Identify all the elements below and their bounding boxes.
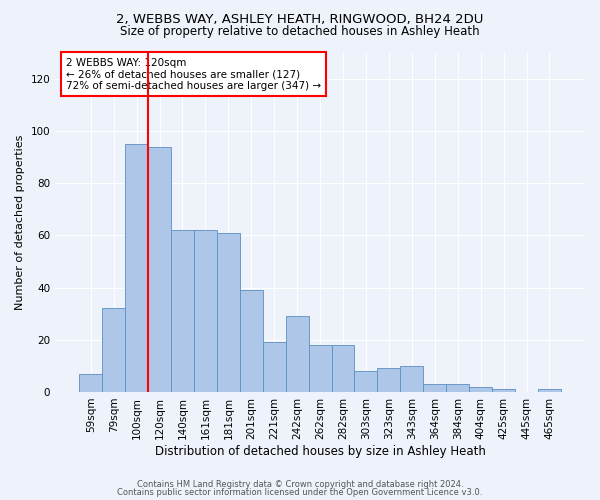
Bar: [446, 384, 469, 392]
Bar: [102, 308, 125, 392]
Bar: [332, 345, 355, 392]
Bar: [286, 316, 308, 392]
Bar: [148, 146, 171, 392]
X-axis label: Distribution of detached houses by size in Ashley Heath: Distribution of detached houses by size …: [155, 444, 485, 458]
Bar: [125, 144, 148, 392]
Text: Contains public sector information licensed under the Open Government Licence v3: Contains public sector information licen…: [118, 488, 482, 497]
Bar: [469, 386, 492, 392]
Y-axis label: Number of detached properties: Number of detached properties: [15, 134, 25, 310]
Bar: [171, 230, 194, 392]
Bar: [423, 384, 446, 392]
Bar: [492, 390, 515, 392]
Bar: [377, 368, 400, 392]
Bar: [400, 366, 423, 392]
Bar: [217, 232, 240, 392]
Bar: [355, 371, 377, 392]
Text: 2, WEBBS WAY, ASHLEY HEATH, RINGWOOD, BH24 2DU: 2, WEBBS WAY, ASHLEY HEATH, RINGWOOD, BH…: [116, 12, 484, 26]
Text: Size of property relative to detached houses in Ashley Heath: Size of property relative to detached ho…: [120, 25, 480, 38]
Text: Contains HM Land Registry data © Crown copyright and database right 2024.: Contains HM Land Registry data © Crown c…: [137, 480, 463, 489]
Bar: [538, 390, 561, 392]
Text: 2 WEBBS WAY: 120sqm
← 26% of detached houses are smaller (127)
72% of semi-detac: 2 WEBBS WAY: 120sqm ← 26% of detached ho…: [66, 58, 321, 91]
Bar: [308, 345, 332, 392]
Bar: [79, 374, 102, 392]
Bar: [263, 342, 286, 392]
Bar: [194, 230, 217, 392]
Bar: [240, 290, 263, 392]
